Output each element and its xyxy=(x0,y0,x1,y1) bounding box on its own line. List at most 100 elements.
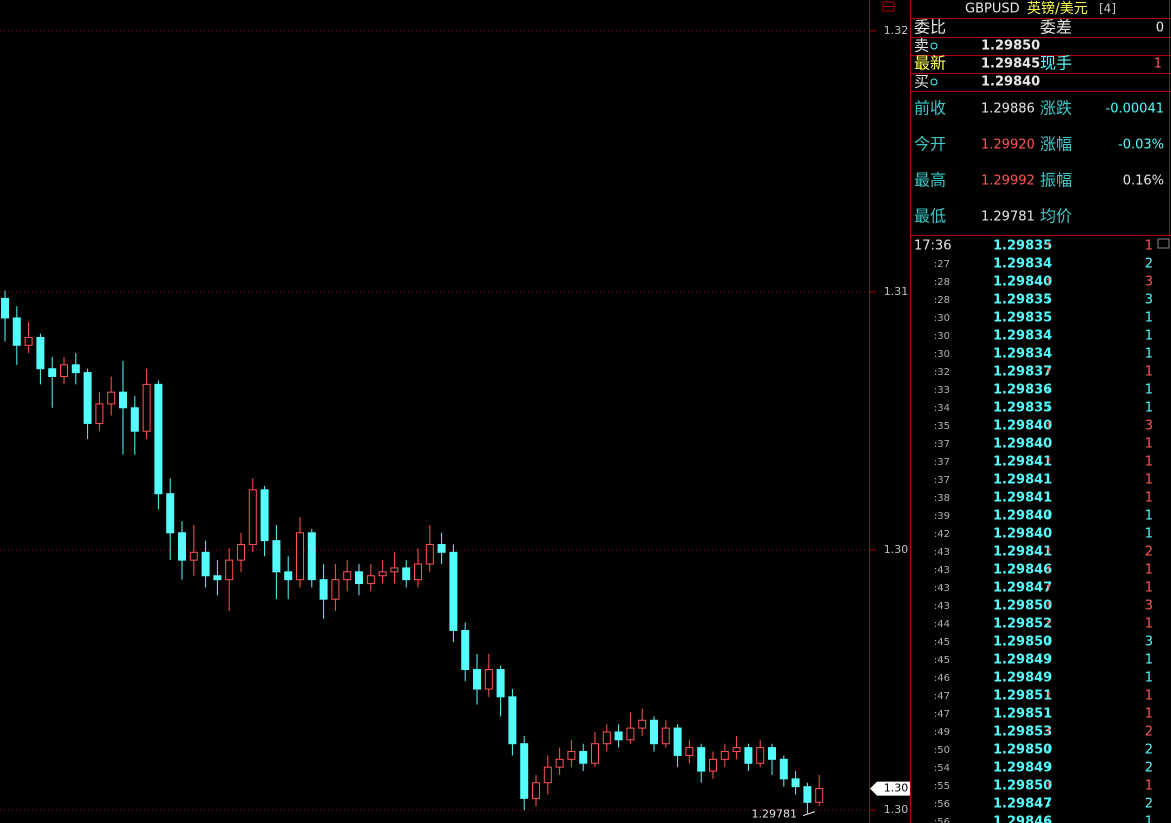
trade-time: :44 xyxy=(934,619,950,630)
trade-price: 1.29835 xyxy=(993,401,1052,416)
candle-body xyxy=(779,758,788,780)
y-tick-label: 1.30 xyxy=(884,803,909,816)
trade-arrow: ↑ xyxy=(1045,584,1053,594)
candle-body xyxy=(12,317,21,346)
trade-price: 1.29847 xyxy=(993,797,1052,812)
candle-body xyxy=(225,559,234,581)
scroll-box[interactable] xyxy=(1157,238,1170,249)
trade-arrow: ↓ xyxy=(1045,332,1053,342)
stat-label: 最低 xyxy=(914,207,946,226)
stat-label: 今开 xyxy=(914,135,946,154)
trade-price: 1.29834 xyxy=(993,329,1052,344)
trade-volume: 1 xyxy=(1145,689,1153,704)
trade-time: :43 xyxy=(934,547,950,558)
trade-time: :27 xyxy=(934,259,950,270)
trade-time: :34 xyxy=(934,403,950,414)
candle-body xyxy=(567,751,576,760)
low-pointer xyxy=(802,811,816,817)
candle-body xyxy=(520,743,529,799)
trade-time: :30 xyxy=(934,331,950,342)
trade-volume: 3 xyxy=(1145,293,1153,308)
trade-price: 1.29850 xyxy=(993,599,1052,614)
label: 委差 xyxy=(1040,18,1072,37)
candle-body xyxy=(650,719,658,745)
candle-body xyxy=(543,766,552,784)
stat-value: 1.29886 xyxy=(981,102,1035,117)
trade-arrow: ↑ xyxy=(1045,458,1053,468)
trade-arrow: ↓ xyxy=(1045,638,1053,648)
trade-time: :30 xyxy=(934,349,950,360)
trade-volume: 1 xyxy=(1145,473,1153,488)
trade-price: 1.29852 xyxy=(993,617,1052,632)
trade-time: :37 xyxy=(934,475,950,486)
stat-value: 1.29920 xyxy=(981,138,1035,153)
trade-volume: 1 xyxy=(1145,365,1153,380)
trade-arrow: ↑ xyxy=(1045,422,1053,432)
trade-arrow: ↓ xyxy=(1045,746,1053,756)
trade-price: 1.29851 xyxy=(993,707,1052,722)
label: 委比 xyxy=(914,18,946,37)
candle-body xyxy=(602,731,611,745)
trade-arrow: ↓ xyxy=(1045,656,1053,666)
trade-time: :54 xyxy=(934,763,950,774)
symbol-count: [4] xyxy=(1099,2,1116,16)
trade-volume: 3 xyxy=(1145,275,1153,290)
trade-time: :42 xyxy=(934,529,950,540)
label: 买 xyxy=(914,73,929,91)
trade-price: 1.29835 xyxy=(993,293,1052,308)
trade-time: :56 xyxy=(934,799,950,810)
candle-body xyxy=(579,751,588,764)
symbol-name: 英镑/美元 xyxy=(1027,0,1088,17)
trade-price: 1.29846 xyxy=(993,815,1052,823)
trade-volume: 2 xyxy=(1145,797,1153,812)
candle-body xyxy=(201,551,210,577)
last-price-label: 1.30 xyxy=(884,782,909,795)
stat-label: 均价 xyxy=(1040,207,1072,226)
candle-body xyxy=(95,403,104,424)
trade-arrow: ↓ xyxy=(1045,818,1053,823)
candle-body xyxy=(591,743,599,764)
candle-body xyxy=(473,668,481,690)
candle-body xyxy=(402,567,411,581)
trade-arrow: ↓ xyxy=(1045,764,1053,774)
trade-volume: 1 xyxy=(1145,329,1153,344)
stat-label: 振幅 xyxy=(1040,171,1072,190)
candle-body xyxy=(685,747,694,756)
candle-body xyxy=(36,336,45,370)
trade-price: 1.29849 xyxy=(993,671,1052,686)
trade-price: 1.29835 xyxy=(993,311,1052,326)
candle-body xyxy=(166,493,175,534)
trade-volume: 1 xyxy=(1145,437,1153,452)
last-price-marker xyxy=(870,781,910,796)
candle-body xyxy=(378,571,387,577)
trade-arrow: ↑ xyxy=(1045,242,1053,252)
candle-body xyxy=(366,575,375,585)
trade-volume: 1 xyxy=(1145,779,1153,794)
trade-time: :32 xyxy=(934,367,950,378)
trade-volume: 1 xyxy=(1145,455,1153,470)
icon xyxy=(930,78,938,86)
candle-body xyxy=(414,563,422,581)
trade-time: :43 xyxy=(934,565,950,576)
trade-price: 1.29834 xyxy=(993,257,1052,272)
trade-time: :43 xyxy=(934,583,950,594)
trade-time: :56 xyxy=(934,817,950,823)
trade-price: 1.29850 xyxy=(993,635,1052,650)
trade-time: :50 xyxy=(934,745,950,756)
trade-volume: 1 xyxy=(1145,491,1153,506)
trade-time: :28 xyxy=(934,277,950,288)
trade-price: 1.29853 xyxy=(993,725,1052,740)
candle-body xyxy=(213,575,222,581)
candle-body xyxy=(178,532,186,561)
trade-price: 1.29841 xyxy=(993,473,1052,488)
trade-price: 1.29840 xyxy=(993,509,1052,524)
candle-body xyxy=(237,544,245,561)
stat-label: 最高 xyxy=(914,171,946,190)
candle-body xyxy=(189,551,198,561)
trade-volume: 1 xyxy=(1145,527,1153,542)
stat-value: -0.00041 xyxy=(1106,102,1164,117)
trade-price: 1.29835 xyxy=(993,239,1052,254)
candle-body xyxy=(390,567,399,573)
